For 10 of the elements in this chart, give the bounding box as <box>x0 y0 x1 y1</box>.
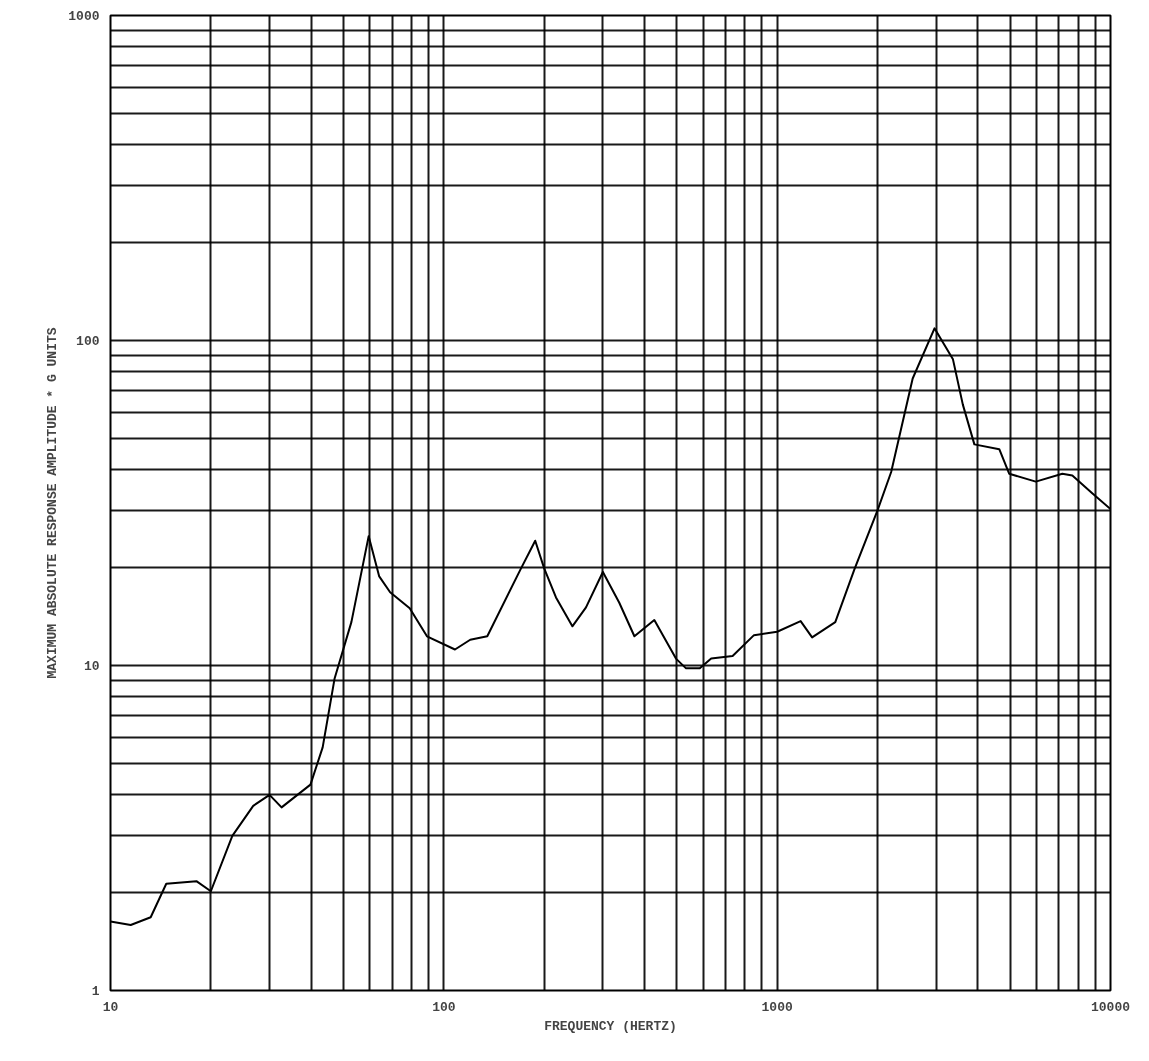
y-tick-label: 100 <box>76 334 100 349</box>
x-tick-label: 100 <box>432 999 456 1015</box>
y-tick-label: 10 <box>83 659 100 674</box>
y-tick-label: 1000 <box>68 9 100 24</box>
x-axis-title: FREQUENCY (HERTZ) <box>544 1018 677 1034</box>
x-tick-label: 10000 <box>1091 999 1131 1015</box>
x-tick-label: 10 <box>102 999 119 1015</box>
y-tick-label: 1 <box>91 984 100 999</box>
y-axis-title: MAXIMUM ABSOLUTE RESPONSE AMPLITUDE * G UNITS <box>45 327 61 679</box>
x-tick-label: 1000 <box>761 999 793 1015</box>
